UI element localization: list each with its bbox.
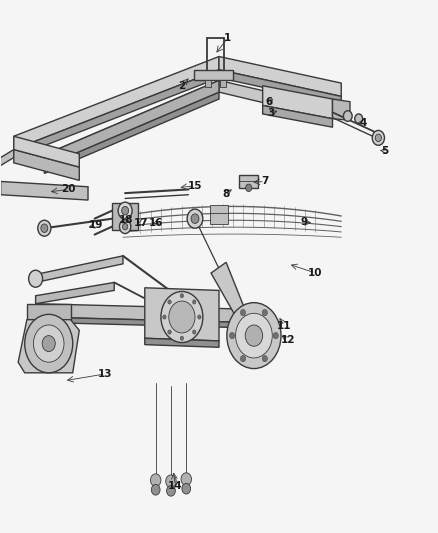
Text: 19: 19	[88, 220, 103, 230]
Circle shape	[192, 300, 196, 304]
Polygon shape	[0, 150, 14, 171]
Circle shape	[375, 134, 381, 142]
Circle shape	[162, 315, 166, 319]
Circle shape	[244, 323, 251, 333]
Circle shape	[355, 114, 363, 124]
Circle shape	[262, 356, 268, 362]
Circle shape	[151, 484, 160, 495]
Polygon shape	[210, 205, 228, 224]
Polygon shape	[14, 150, 79, 180]
Circle shape	[262, 309, 268, 316]
Circle shape	[168, 300, 171, 304]
Polygon shape	[145, 288, 219, 341]
Circle shape	[191, 214, 199, 223]
Circle shape	[245, 325, 263, 346]
Circle shape	[182, 483, 191, 494]
Text: 1: 1	[224, 33, 231, 43]
Polygon shape	[44, 80, 219, 166]
Polygon shape	[35, 317, 241, 328]
Text: 4: 4	[360, 118, 367, 128]
Polygon shape	[263, 106, 332, 127]
Text: 18: 18	[119, 215, 134, 225]
Text: 12: 12	[281, 335, 295, 345]
Circle shape	[166, 486, 175, 496]
Text: 6: 6	[265, 96, 273, 107]
Circle shape	[236, 313, 272, 358]
Circle shape	[181, 473, 191, 486]
Circle shape	[33, 325, 64, 362]
Polygon shape	[14, 70, 219, 158]
Text: 9: 9	[300, 217, 308, 228]
Circle shape	[123, 223, 128, 230]
Circle shape	[166, 475, 176, 488]
Circle shape	[122, 206, 129, 215]
Circle shape	[169, 301, 195, 333]
Circle shape	[240, 318, 255, 337]
Text: 17: 17	[134, 218, 148, 228]
Circle shape	[150, 474, 161, 487]
Polygon shape	[14, 136, 79, 167]
Polygon shape	[14, 56, 219, 150]
Circle shape	[240, 356, 246, 362]
Text: 2: 2	[178, 81, 186, 91]
Circle shape	[372, 131, 385, 146]
Polygon shape	[219, 70, 341, 104]
Text: 3: 3	[268, 108, 275, 118]
Polygon shape	[220, 80, 226, 87]
Polygon shape	[211, 262, 251, 330]
Circle shape	[38, 220, 51, 236]
Circle shape	[198, 315, 201, 319]
Circle shape	[227, 303, 281, 368]
Text: 14: 14	[168, 481, 183, 490]
Text: 7: 7	[261, 176, 268, 187]
Circle shape	[42, 336, 55, 352]
Polygon shape	[44, 92, 219, 173]
Circle shape	[192, 330, 196, 334]
Text: 11: 11	[277, 321, 292, 331]
Circle shape	[25, 314, 73, 373]
Circle shape	[343, 111, 352, 122]
Circle shape	[273, 333, 279, 339]
Polygon shape	[219, 56, 341, 96]
Polygon shape	[35, 304, 241, 322]
Text: 13: 13	[98, 369, 113, 379]
Circle shape	[120, 220, 131, 233]
Circle shape	[168, 330, 171, 334]
Circle shape	[246, 184, 252, 191]
Circle shape	[28, 270, 42, 287]
Text: 15: 15	[188, 181, 202, 191]
Circle shape	[41, 224, 48, 232]
Text: 16: 16	[148, 218, 163, 228]
Polygon shape	[219, 80, 315, 115]
Polygon shape	[194, 70, 233, 80]
Polygon shape	[239, 175, 258, 188]
Text: 10: 10	[308, 268, 322, 278]
Circle shape	[180, 336, 184, 341]
Polygon shape	[112, 203, 138, 230]
Polygon shape	[145, 338, 219, 348]
Circle shape	[230, 333, 235, 339]
Polygon shape	[35, 256, 123, 282]
Polygon shape	[205, 80, 211, 87]
Circle shape	[240, 309, 246, 316]
Polygon shape	[1, 181, 88, 200]
Circle shape	[180, 294, 184, 298]
Circle shape	[118, 202, 132, 219]
Polygon shape	[263, 86, 332, 119]
Polygon shape	[332, 99, 350, 120]
Polygon shape	[18, 320, 79, 373]
Polygon shape	[35, 282, 114, 304]
Circle shape	[187, 209, 203, 228]
Text: 8: 8	[222, 189, 229, 199]
Text: 5: 5	[381, 146, 389, 156]
Polygon shape	[27, 304, 71, 322]
Polygon shape	[44, 80, 219, 166]
Circle shape	[161, 292, 203, 343]
Text: 20: 20	[61, 184, 76, 195]
